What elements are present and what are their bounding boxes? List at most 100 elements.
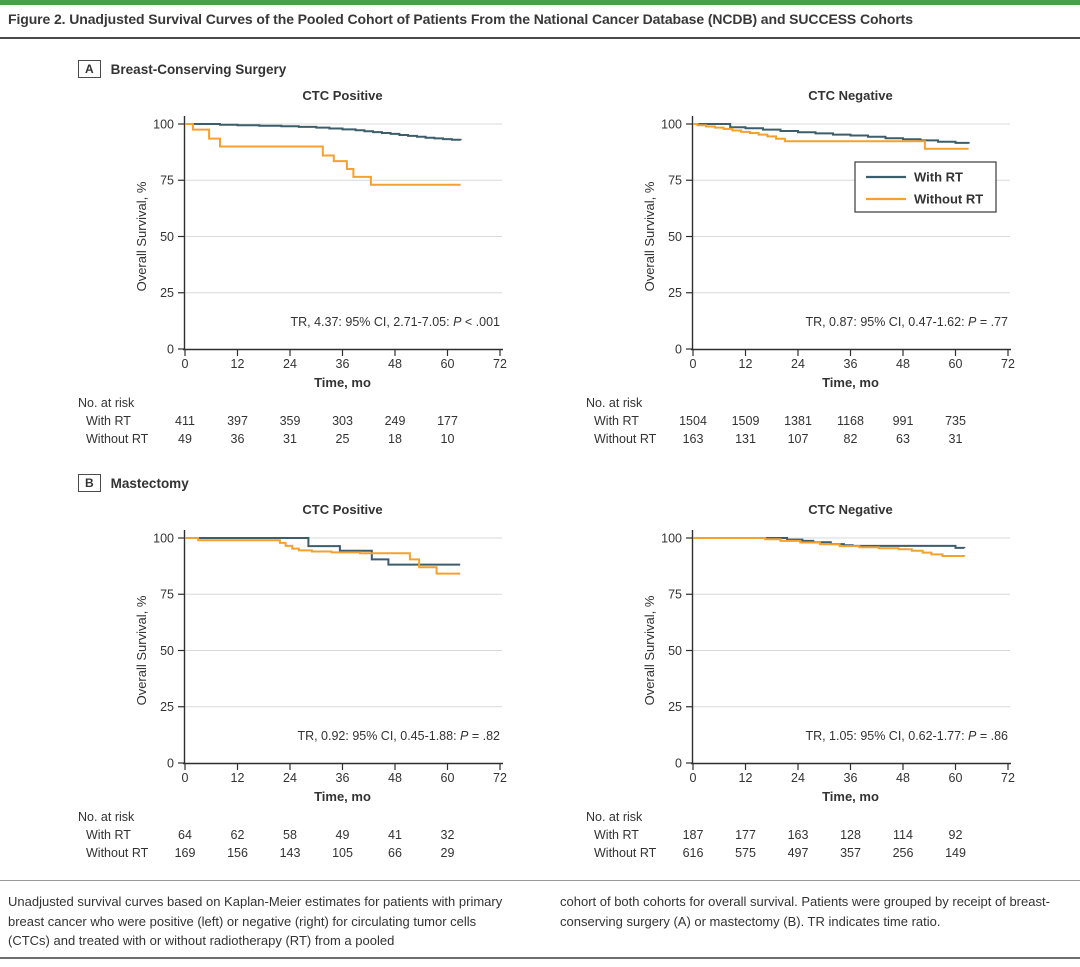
y-tick-label: 100 — [661, 117, 682, 131]
at-risk-row-label: Without RT — [594, 846, 657, 860]
x-tick-label: 24 — [791, 357, 805, 371]
y-axis-label: Overall Survival, % — [134, 595, 149, 705]
x-tick-label: 36 — [336, 771, 350, 785]
chart-title: CTC Negative — [808, 502, 893, 517]
x-axis-label: Time, mo — [822, 375, 879, 390]
at-risk-row-label: Without RT — [86, 432, 149, 446]
at-risk-value: 41 — [388, 828, 402, 842]
at-risk-value: 143 — [279, 846, 301, 860]
at-risk-value: 359 — [279, 414, 301, 428]
x-tick-label: 0 — [182, 771, 189, 785]
at-risk-row: With RT 64 62 58 49 41 32 — [60, 828, 520, 845]
at-risk-row-label: With RT — [86, 828, 131, 842]
panel-a-badge: A — [78, 60, 101, 78]
at-risk-row: Without RT 616 575 497 357 256 149 — [568, 846, 1028, 863]
bottom-rule — [0, 957, 1080, 959]
at-risk-header: No. at risk — [78, 810, 135, 824]
at-risk-value: 163 — [682, 432, 704, 446]
y-tick-label: 75 — [160, 174, 174, 188]
x-tick-label: 0 — [690, 357, 697, 371]
at-risk-row-label: Without RT — [594, 432, 657, 446]
chart-title: CTC Positive — [302, 88, 383, 103]
x-tick-label: 48 — [388, 771, 402, 785]
at-risk-row: Without RT 49 36 31 25 18 10 — [60, 432, 520, 449]
survival-curve-without-rt — [693, 123, 969, 150]
at-risk-value: 397 — [227, 414, 248, 428]
legend-box — [854, 161, 997, 213]
y-tick-label: 100 — [661, 531, 682, 545]
at-risk-value: 66 — [388, 846, 402, 860]
x-tick-label: 12 — [739, 357, 753, 371]
at-risk-value: 357 — [840, 846, 861, 860]
at-risk-value: 64 — [178, 828, 192, 842]
at-risk-header: No. at risk — [586, 810, 643, 824]
x-tick-label: 60 — [441, 357, 455, 371]
at-risk-value: 31 — [283, 432, 297, 446]
at-risk-value: 49 — [335, 828, 350, 842]
at-risk-row: With RT 411 397 359 303 249 177 — [60, 414, 520, 431]
y-tick-label: 75 — [668, 174, 682, 188]
panel-a-header: A Breast-Conserving Surgery — [78, 60, 286, 78]
at-risk-value: 128 — [840, 828, 861, 842]
survival-curve-with-rt — [693, 537, 966, 549]
x-tick-label: 36 — [844, 771, 858, 785]
at-risk-value: 1168 — [837, 414, 864, 428]
y-tick-label: 75 — [668, 588, 682, 602]
x-tick-label: 36 — [336, 357, 350, 371]
x-tick-label: 0 — [690, 771, 697, 785]
at-risk-value: 497 — [787, 846, 809, 860]
x-tick-label: 72 — [493, 357, 507, 371]
at-risk-value: 36 — [230, 432, 245, 446]
x-tick-label: 24 — [791, 771, 805, 785]
at-risk-value: 303 — [332, 414, 353, 428]
y-tick-label: 50 — [668, 644, 682, 658]
at-risk-value: 58 — [283, 828, 297, 842]
chart-title: CTC Positive — [302, 502, 383, 517]
at-risk-value: 149 — [945, 846, 966, 860]
y-tick-label: 25 — [668, 700, 682, 714]
at-risk-value: 1381 — [784, 414, 812, 428]
at-risk-row: Without RT 169 156 143 105 66 29 — [60, 846, 520, 863]
at-risk-value: 616 — [682, 846, 704, 860]
at-risk-value: 575 — [735, 846, 756, 860]
y-tick-label: 25 — [160, 286, 174, 300]
chart-panel-b-ctc-positive: CTC Positive 0 25 50 75 100 0 12 24 36 48 60 72 Time,… — [60, 502, 520, 862]
at-risk-table: No. at risk With RT 411 397 359 303 249 177 With… — [60, 396, 520, 448]
y-tick-label: 0 — [167, 756, 174, 770]
at-risk-value: 25 — [335, 432, 350, 446]
x-tick-label: 48 — [388, 357, 402, 371]
y-tick-label: 75 — [160, 588, 174, 602]
at-risk-table: No. at risk With RT 1504 1509 1381 1168 991 735… — [568, 396, 1028, 448]
at-risk-value: 249 — [384, 414, 406, 428]
survival-curve-with-rt — [693, 123, 970, 144]
at-risk-row-label: Without RT — [86, 846, 149, 860]
survival-plot: 0 25 50 75 100 0 12 24 36 48 60 72 Time, mo Overall S… — [642, 530, 1015, 804]
x-axis-label: Time, mo — [314, 375, 371, 390]
title-rule — [0, 37, 1080, 39]
at-risk-header: No. at risk — [78, 396, 135, 410]
y-tick-label: 0 — [675, 342, 682, 356]
at-risk-value: 114 — [893, 828, 913, 842]
at-risk-table: No. at risk With RT 64 62 58 49 41 32 Without RT… — [60, 810, 520, 862]
figure-title: Figure 2. Unadjusted Survival Curves of … — [8, 11, 913, 27]
chart-panel-a-ctc-positive: CTC Positive 0 25 50 75 100 0 12 24 36 48 60 72 Time,… — [60, 88, 520, 448]
at-risk-row-label: With RT — [86, 414, 131, 428]
at-risk-value: 62 — [230, 828, 245, 842]
at-risk-value: 177 — [735, 828, 756, 842]
y-tick-label: 100 — [153, 531, 174, 545]
y-tick-label: 50 — [160, 230, 174, 244]
y-axis-label: Overall Survival, % — [642, 595, 657, 705]
panel-a-label: Breast-Conserving Surgery — [110, 61, 287, 77]
at-risk-value: 1509 — [731, 414, 760, 428]
at-risk-value: 63 — [896, 432, 910, 446]
y-tick-label: 0 — [167, 342, 174, 356]
x-tick-label: 60 — [949, 357, 963, 371]
y-tick-label: 50 — [160, 644, 174, 658]
at-risk-value: 31 — [948, 432, 963, 446]
top-accent-bar — [0, 0, 1080, 5]
survival-curve-without-rt — [185, 537, 461, 575]
chart-title: CTC Negative — [808, 88, 893, 103]
at-risk-value: 18 — [388, 432, 402, 446]
survival-curve-with-rt — [185, 537, 461, 566]
